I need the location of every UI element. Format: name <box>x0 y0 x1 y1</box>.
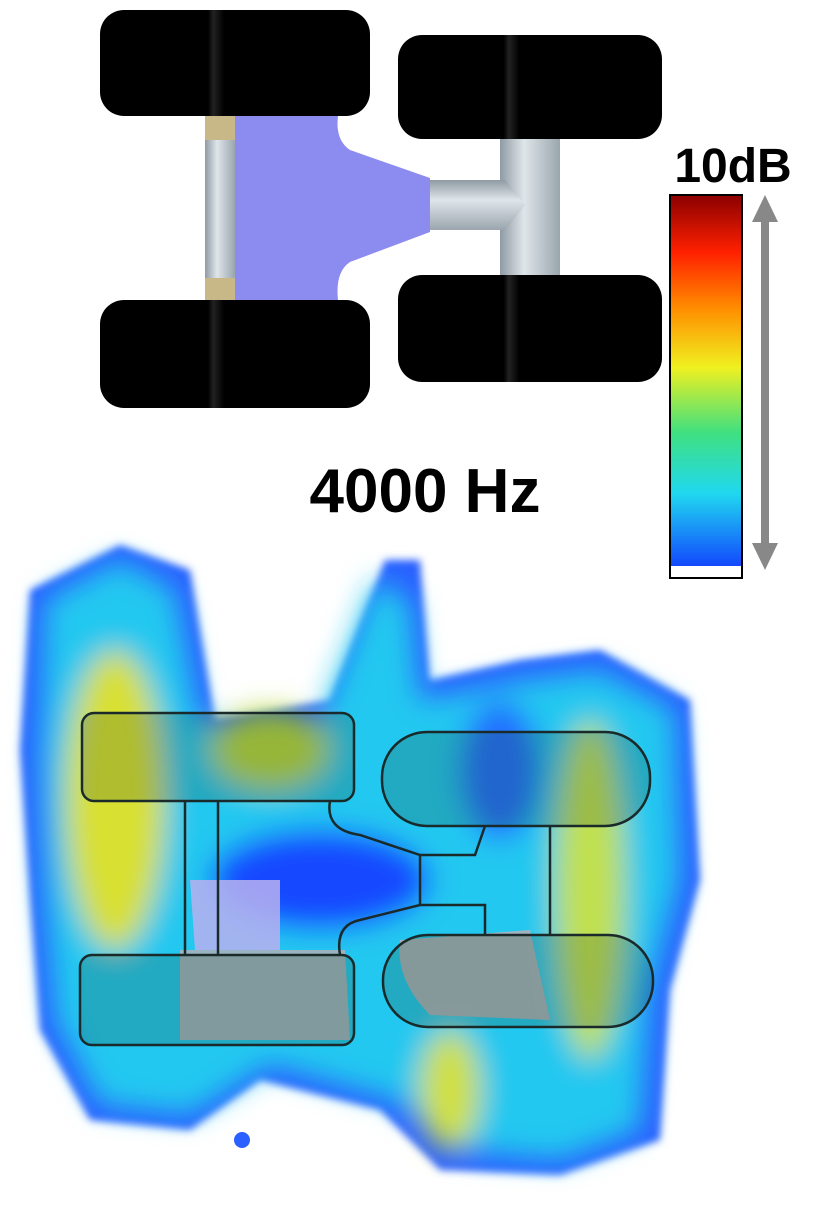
tire <box>398 35 662 139</box>
colorbar-floor <box>671 566 741 577</box>
tire <box>100 10 370 116</box>
axle-outline <box>183 800 552 956</box>
colorbar: 10dB <box>669 140 792 579</box>
tire-outline <box>381 933 655 1029</box>
tire-gap <box>399 930 550 1020</box>
body-gap <box>190 880 280 950</box>
hot-spot <box>555 720 625 1060</box>
tire-outline <box>78 953 356 1047</box>
colorbar-label: 10dB <box>674 140 791 193</box>
vehicle-schematic <box>100 10 662 408</box>
axle-end <box>205 278 235 300</box>
hot-spot <box>210 710 330 790</box>
connector <box>430 180 525 230</box>
tire <box>398 275 662 382</box>
tire-gap <box>180 950 350 1040</box>
frequency-label: 4000 Hz <box>310 457 541 526</box>
body <box>235 116 430 300</box>
axle <box>205 116 235 300</box>
tire-outline <box>80 711 356 803</box>
field-speck <box>234 1132 250 1148</box>
axle-end <box>205 116 235 140</box>
colorbar-scale <box>669 194 743 579</box>
hot-spot <box>420 1030 480 1150</box>
tire <box>100 300 370 408</box>
cold-spot <box>460 700 540 840</box>
tire-outline <box>380 730 652 828</box>
vehicle-outline <box>78 711 655 1047</box>
acoustic-map <box>20 545 700 1175</box>
